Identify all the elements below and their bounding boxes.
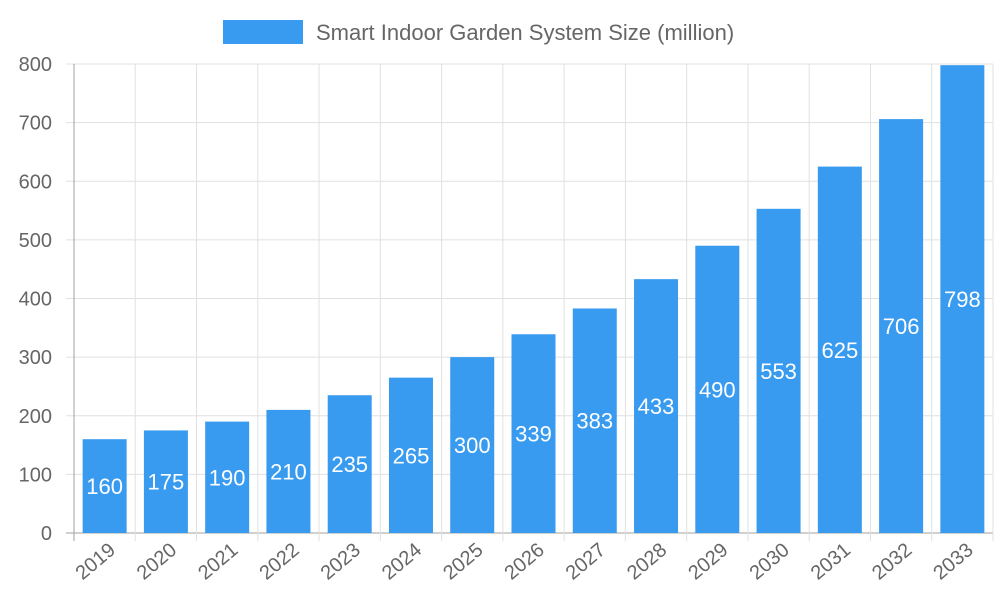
data-label: 798 (944, 287, 981, 312)
y-tick-label: 200 (19, 406, 52, 428)
y-tick-label: 800 (19, 54, 52, 76)
y-tick-label: 500 (19, 230, 52, 252)
data-label: 210 (270, 459, 307, 484)
bars (82, 65, 985, 534)
x-tick-label: 2022 (255, 539, 303, 584)
data-label: 300 (454, 433, 491, 458)
y-axis-ticks: 0 100 200 300 400 500 600 700 800 (19, 54, 52, 545)
bar (327, 395, 372, 533)
bar (634, 279, 679, 533)
y-tick-label: 700 (19, 113, 52, 135)
y-tick-label: 100 (19, 464, 52, 486)
bar (388, 377, 433, 533)
data-label: 383 (576, 409, 613, 434)
x-axis-ticks: 2019 2020 2021 2022 2023 2024 2025 2026 2027 2028… (72, 539, 978, 584)
bar (756, 208, 801, 533)
x-tick-label: 2028 (623, 539, 671, 584)
data-label: 175 (148, 470, 185, 495)
data-label: 339 (515, 422, 552, 447)
bar (695, 245, 740, 534)
x-tick-label: 2032 (868, 539, 916, 584)
legend-label: Smart Indoor Garden System Size (million… (316, 20, 734, 45)
bar (572, 308, 617, 533)
x-tick-label: 2033 (929, 539, 977, 584)
y-tick-label: 400 (19, 289, 52, 311)
data-labels: 160 175 190 210 235 265 300 339 383 433 490 553 625 7… (86, 287, 980, 499)
data-label: 490 (699, 377, 736, 402)
x-tick-label: 2026 (500, 539, 548, 584)
data-label: 706 (883, 314, 920, 339)
bar (143, 430, 188, 533)
bar (82, 439, 127, 533)
x-tick-label: 2021 (194, 539, 242, 584)
x-tick-label: 2019 (72, 539, 120, 584)
y-tick-label: 0 (41, 523, 52, 545)
data-label: 553 (760, 359, 797, 384)
data-label: 235 (331, 452, 368, 477)
data-label: 433 (638, 394, 675, 419)
data-label: 625 (821, 338, 858, 363)
x-tick-label: 2020 (133, 539, 181, 584)
x-tick-label: 2031 (807, 539, 855, 584)
x-tick-label: 2023 (317, 539, 365, 584)
bar (817, 166, 862, 533)
legend-swatch (223, 20, 303, 44)
x-tick-label: 2027 (562, 539, 610, 584)
x-tick-label: 2030 (746, 539, 794, 584)
bar (266, 409, 311, 533)
x-tick-label: 2025 (439, 539, 487, 584)
y-tick-label: 600 (19, 171, 52, 193)
y-tick-label: 300 (19, 347, 52, 369)
grid (66, 63, 994, 541)
x-tick-label: 2024 (378, 539, 426, 584)
bar (879, 119, 924, 534)
x-tick-label: 2029 (684, 539, 732, 584)
legend[interactable]: Smart Indoor Garden System Size (million… (223, 20, 734, 45)
bar (940, 65, 985, 534)
data-label: 265 (393, 443, 430, 468)
data-label: 160 (86, 474, 123, 499)
bar (511, 334, 556, 533)
bar (205, 421, 250, 533)
bar (450, 357, 495, 533)
data-label: 190 (209, 465, 246, 490)
